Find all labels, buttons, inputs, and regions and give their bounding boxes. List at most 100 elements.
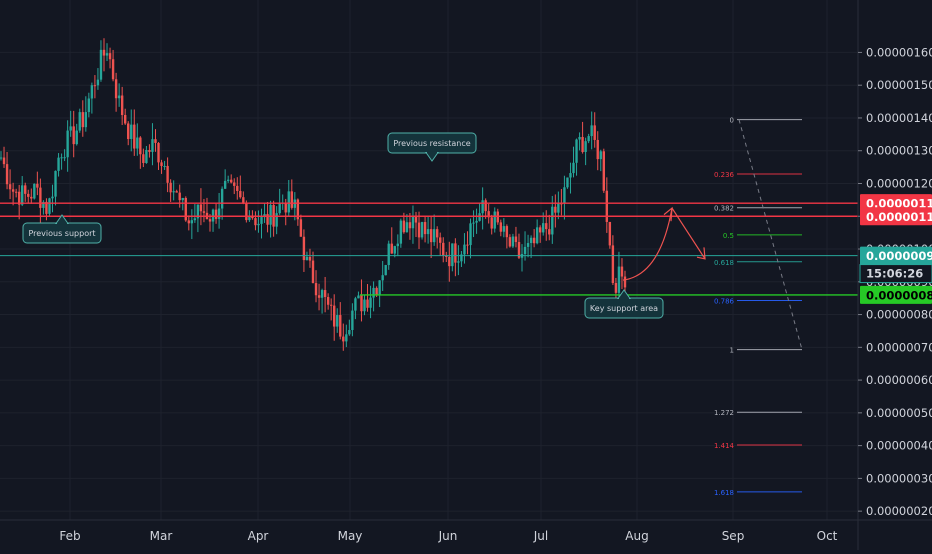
candle (584, 137, 587, 166)
callout-previous-support[interactable]: Previous support (22, 214, 102, 244)
candle (139, 136, 142, 169)
candle-body (214, 209, 218, 219)
fib-level[interactable]: 1 (730, 347, 802, 355)
fib-level[interactable]: 0.786 (714, 297, 802, 305)
candle-body (563, 187, 566, 204)
candle-body (375, 287, 378, 295)
fib-level[interactable]: 1.618 (714, 489, 802, 497)
candle-body (508, 237, 512, 247)
candle (272, 200, 275, 237)
candle-body (42, 201, 45, 208)
candle (435, 226, 439, 249)
x-tick-label: Apr (248, 529, 269, 543)
fib-label: 0.5 (723, 232, 734, 240)
callout-key-support-area[interactable]: Key support area (584, 289, 664, 319)
candle (196, 204, 200, 233)
candle (408, 212, 412, 240)
candle (133, 109, 136, 156)
candle (320, 288, 324, 314)
candle-body (423, 222, 427, 235)
candle (454, 238, 457, 277)
candle (21, 176, 24, 207)
countdown-text: 15:06:26 (866, 267, 923, 281)
candle-body (66, 130, 69, 158)
fib-label: 1 (730, 347, 734, 355)
countdown-box (859, 264, 932, 284)
price-label-key-support[interactable]: 0.00000086 (860, 285, 932, 304)
candle-body (602, 151, 605, 191)
callout-text: Key support area (590, 304, 658, 313)
candle-body (360, 295, 363, 312)
candle-body (184, 197, 187, 221)
candle-body (223, 180, 227, 189)
candle-body (354, 298, 357, 311)
candle-body (614, 283, 618, 293)
fib-level[interactable]: 0 (730, 117, 802, 125)
fib-level[interactable]: 0.236 (714, 171, 802, 179)
candle (429, 216, 433, 259)
candle-body (130, 124, 133, 139)
candle-body (175, 191, 178, 193)
candle (105, 43, 109, 62)
fib-level[interactable]: 0.382 (714, 205, 802, 213)
candle-body (217, 208, 221, 219)
candle-body (220, 188, 224, 209)
candle (475, 208, 478, 234)
candle (432, 214, 436, 246)
candle (442, 237, 445, 263)
candle-body (21, 185, 24, 205)
fib-level[interactable]: 1.272 (714, 409, 802, 417)
candle-body (399, 220, 403, 244)
candle-body (314, 283, 318, 296)
callouts[interactable]: Previous support Previous resistance Key s… (22, 132, 664, 319)
candle (299, 214, 303, 237)
candle (169, 179, 172, 202)
fib-level[interactable]: 0.618 (714, 259, 802, 267)
candle (202, 198, 206, 223)
candle-body (242, 197, 245, 203)
candle-body (369, 297, 372, 308)
candle-body (417, 222, 421, 238)
candle-body (357, 295, 360, 299)
candle (54, 170, 57, 206)
candle-body (81, 112, 84, 128)
candle (217, 192, 221, 229)
candle-body (442, 242, 445, 256)
y-tick-label: 0.00000160 (866, 45, 932, 59)
time-axis[interactable] (0, 520, 932, 550)
candle (42, 200, 45, 215)
fib-level[interactable]: 1.414 (714, 442, 802, 450)
candle-body (548, 229, 551, 235)
price-label-current-price[interactable]: 0.00000098 15:06:26 (859, 246, 932, 284)
candle-body (372, 287, 375, 298)
candle-body (305, 256, 309, 261)
fib-label: 0.786 (714, 297, 735, 305)
candle-body (30, 196, 33, 199)
candle (451, 243, 454, 272)
candle (566, 177, 569, 189)
candle-body (460, 254, 463, 262)
candle (396, 234, 400, 257)
candle-body (575, 139, 578, 163)
candle (575, 138, 578, 176)
candle-body (351, 310, 354, 331)
price-label-box (860, 285, 932, 304)
candle-body (333, 305, 336, 327)
candle-body (593, 125, 596, 140)
candle (257, 210, 260, 233)
fib-level[interactable]: 0.5 (723, 232, 802, 240)
candle (245, 200, 248, 223)
candle (148, 144, 151, 158)
price-lines (0, 202, 858, 296)
candle-body (120, 95, 124, 116)
candle-body (39, 187, 42, 208)
candle (57, 153, 60, 177)
projection-path[interactable] (622, 206, 706, 281)
price-label-text: 0.00000086 (866, 288, 932, 302)
fib-retracement[interactable]: 0 0.236 0.382 0.5 0.618 0.786 1 1.272 1.414 1.618 (714, 117, 803, 497)
callout-previous-resistance[interactable]: Previous resistance (387, 132, 477, 162)
